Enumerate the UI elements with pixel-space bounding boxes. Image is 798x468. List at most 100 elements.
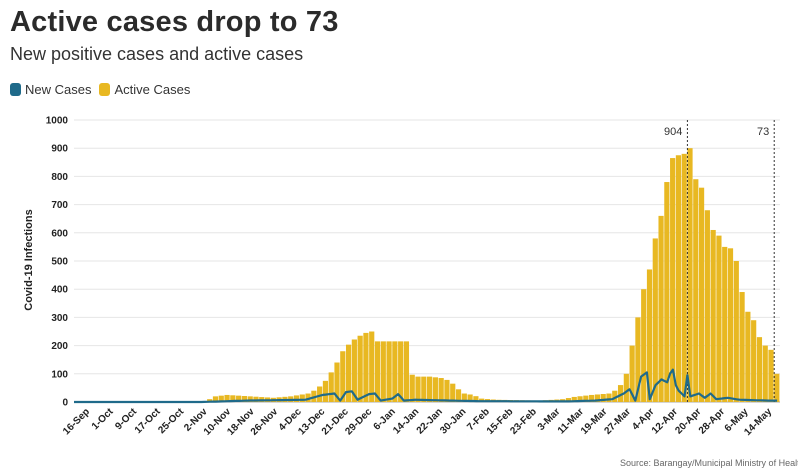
active-cases-bar (207, 399, 213, 402)
active-cases-bar (727, 248, 734, 402)
y-axis-ticks: 0 100 200 300 400 500 600 700 800 900 1000 (46, 116, 69, 409)
active-cases-bar (698, 187, 705, 402)
y-tick-label: 900 (51, 144, 68, 155)
active-cases-bar (733, 261, 739, 402)
active-cases-bar (594, 394, 601, 402)
y-tick-label: 200 (51, 341, 68, 352)
active-cases-bar (751, 320, 757, 402)
x-axis-ticks: 16-Sep1-Oct9-Oct17-Oct25-Oct2-Nov10-Nov1… (61, 406, 774, 438)
active-cases-bar (710, 229, 716, 402)
active-cases-bar (427, 376, 433, 402)
legend-swatch-new-cases (10, 83, 21, 96)
active-cases-bar (664, 182, 670, 402)
active-cases-bar (392, 341, 398, 402)
legend-swatch-active-cases (99, 83, 111, 96)
active-cases-bar (646, 269, 653, 402)
active-cases-bar (768, 349, 774, 402)
active-cases-bar (328, 372, 334, 402)
x-tick-label: 23-Feb (508, 406, 539, 437)
active-cases-bar (218, 395, 224, 402)
active-cases-bar (629, 345, 635, 402)
active-cases-bar (351, 339, 357, 402)
active-cases-bar (380, 341, 386, 402)
active-cases-bar (317, 386, 323, 402)
x-tick-label: 26-Nov (249, 406, 281, 438)
y-tick-label: 500 (51, 257, 68, 268)
active-cases-bar (589, 394, 595, 402)
y-tick-label: 300 (51, 313, 68, 324)
active-cases-bar (473, 396, 479, 402)
chart-subtitle: New positive cases and active cases (10, 44, 304, 64)
active-cases-bar (450, 383, 456, 402)
active-cases-bar (374, 341, 381, 402)
active-cases-bar (247, 396, 253, 402)
x-tick-label: 27-Mar (602, 406, 633, 437)
active-cases-bar (762, 345, 768, 402)
active-cases-bar (299, 394, 305, 402)
active-cases-bar (745, 311, 751, 402)
active-cases-bar (675, 155, 682, 402)
active-cases-bar (230, 395, 236, 402)
active-cases-bar (421, 376, 427, 402)
active-cases-bar (461, 393, 467, 402)
x-tick-label: 1-Oct (90, 406, 116, 432)
active-cases-bar (305, 393, 311, 402)
active-cases-bar (739, 292, 745, 402)
active-cases-bar (658, 215, 664, 402)
active-cases-bar (386, 341, 392, 402)
active-cases-bar (409, 374, 415, 402)
active-cases-bar (670, 158, 676, 402)
active-cases-bar (253, 396, 259, 402)
active-cases-bar (577, 396, 583, 402)
x-tick-label: 28-Apr (697, 406, 727, 436)
active-cases-bars (207, 148, 780, 402)
x-tick-label: 16-Sep (61, 406, 92, 437)
active-cases-bar (612, 390, 618, 402)
active-cases-bar (224, 394, 230, 402)
active-cases-bar (716, 235, 722, 402)
active-cases-bar (774, 373, 780, 402)
y-axis-label: Covid-19 Infections (23, 209, 35, 310)
y-tick-label: 0 (62, 398, 68, 409)
active-cases-bar (606, 393, 612, 402)
active-cases-bar (756, 337, 763, 402)
source-note: Source: Barangay/Municipal Ministry of H… (620, 458, 798, 468)
annotation-label: 904 (664, 126, 682, 138)
active-cases-bar (322, 380, 329, 402)
active-cases-bar (722, 246, 728, 402)
annotation-label: 73 (757, 126, 769, 138)
active-cases-bar (345, 344, 352, 402)
active-cases-bar (635, 317, 641, 402)
active-cases-bar (652, 238, 658, 402)
x-tick-label: 25-Oct (156, 406, 186, 436)
legend-item-new-cases[interactable]: New Cases (10, 82, 91, 97)
active-cases-bar (293, 395, 300, 402)
active-cases-bar (432, 377, 438, 402)
active-cases-bar (357, 335, 363, 402)
y-tick-label: 1000 (46, 116, 69, 127)
active-cases-bar (467, 394, 473, 402)
active-cases-bar (583, 395, 589, 402)
active-cases-bar (363, 332, 369, 402)
active-cases-bar (571, 396, 577, 402)
active-cases-bar (398, 341, 404, 402)
active-cases-bar (693, 179, 699, 402)
legend-item-active-cases[interactable]: Active Cases (99, 82, 190, 97)
active-cases-bar (444, 379, 450, 402)
active-cases-bar (369, 331, 375, 402)
active-cases-bar (565, 398, 572, 402)
active-cases-bar (704, 210, 710, 402)
active-cases-bar (241, 396, 248, 402)
active-cases-bar (641, 289, 647, 402)
chart-title: Active cases drop to 73 (10, 6, 339, 38)
x-tick-label: 30-Jan (438, 406, 468, 436)
x-tick-label: 29-Dec (343, 406, 374, 437)
y-tick-label: 800 (51, 172, 68, 183)
active-cases-bar (681, 153, 687, 402)
active-cases-bar (236, 395, 242, 402)
legend-label-new-cases: New Cases (25, 82, 92, 97)
chart-legend: New Cases Active Cases (10, 82, 198, 97)
y-tick-label: 100 (51, 369, 68, 380)
active-cases-bar (455, 389, 462, 402)
